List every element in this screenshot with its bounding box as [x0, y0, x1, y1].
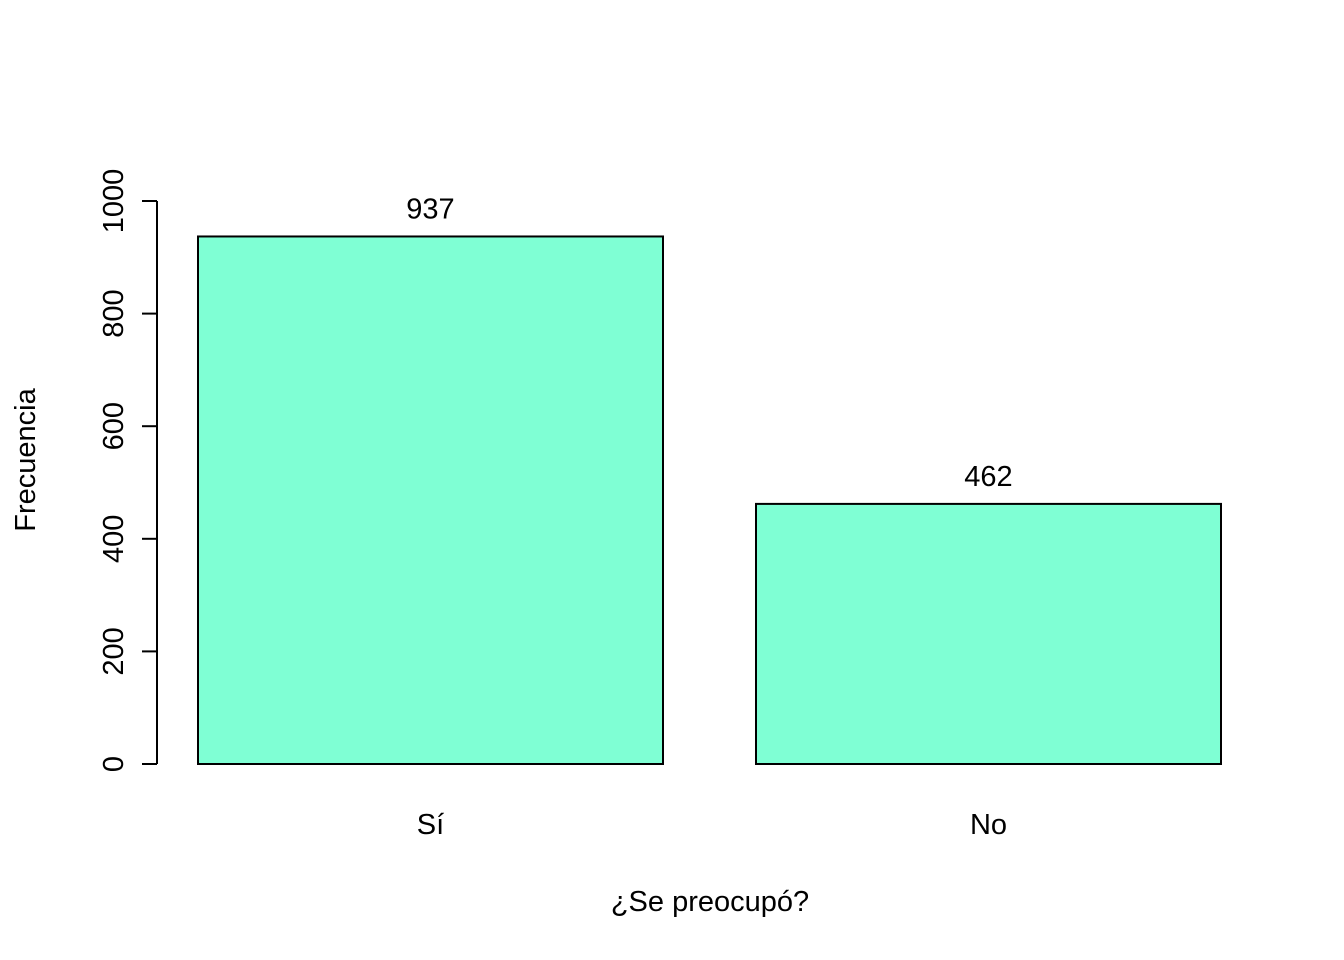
y-tick-label: 600 [98, 402, 130, 450]
bars-group [197, 235, 1222, 765]
bar-value-label: 937 [406, 193, 454, 225]
bar [755, 502, 1222, 765]
bar-value-labels: 937 462 [406, 193, 1012, 492]
bar [197, 235, 664, 765]
y-axis: 0 200 400 600 800 1000 [98, 169, 158, 772]
category-labels: Sí No [417, 809, 1007, 841]
y-axis-title: Frecuencia [10, 387, 42, 531]
category-label: Sí [417, 809, 444, 841]
y-tick-label: 1000 [98, 169, 130, 234]
y-tick-label: 800 [98, 289, 130, 337]
y-tick-label: 200 [98, 627, 130, 675]
x-axis-title: ¿Se preocupó? [611, 886, 809, 918]
y-tick-label: 400 [98, 515, 130, 563]
y-tick-label: 0 [98, 756, 130, 772]
bar-value-label: 462 [964, 461, 1012, 493]
category-label: No [970, 809, 1007, 841]
